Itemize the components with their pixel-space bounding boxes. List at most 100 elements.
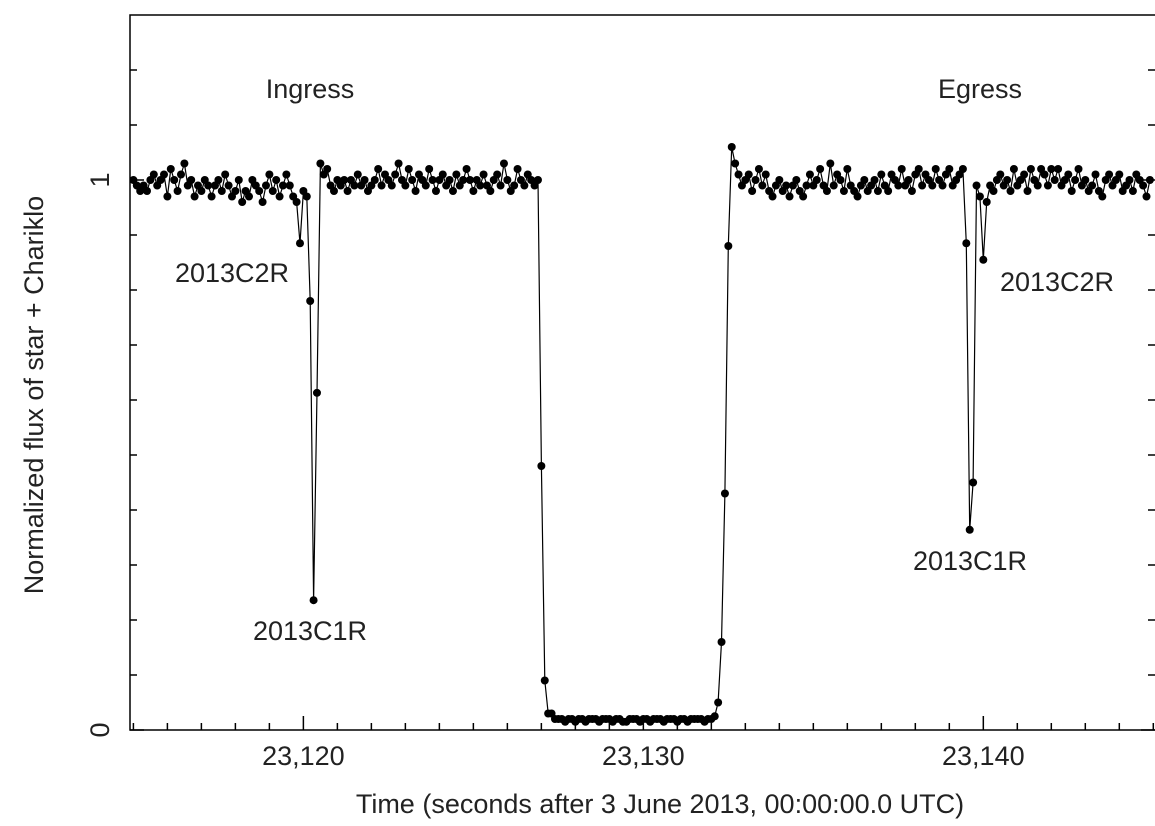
flux-point bbox=[836, 176, 845, 184]
flux-point bbox=[540, 676, 549, 685]
annotation: 2013C2R bbox=[175, 258, 289, 288]
flux-point bbox=[255, 187, 264, 195]
flux-point bbox=[387, 181, 396, 190]
flux-point bbox=[720, 489, 729, 498]
flux-point bbox=[775, 176, 784, 184]
flux-point bbox=[1050, 176, 1059, 184]
flux-point bbox=[353, 170, 362, 179]
flux-point bbox=[513, 165, 522, 173]
flux-point bbox=[486, 187, 495, 195]
flux-point bbox=[231, 187, 240, 195]
annotation: Egress bbox=[938, 74, 1022, 104]
flux-point bbox=[207, 192, 216, 201]
flux-point bbox=[163, 192, 172, 201]
flux-point bbox=[510, 181, 519, 190]
annotation: 2013C2R bbox=[1000, 267, 1114, 297]
flux-point bbox=[459, 176, 468, 184]
flux-point bbox=[884, 187, 893, 195]
flux-point bbox=[448, 187, 457, 195]
flux-point bbox=[785, 192, 794, 201]
flux-point bbox=[238, 198, 247, 206]
flux-point bbox=[816, 165, 825, 173]
flux-point bbox=[465, 176, 474, 184]
flux-point bbox=[221, 170, 230, 179]
flux-point bbox=[159, 170, 168, 179]
flux-point bbox=[309, 596, 318, 605]
flux-point bbox=[714, 698, 723, 707]
flux-point bbox=[224, 181, 233, 190]
flux-point bbox=[938, 181, 947, 190]
flux-point bbox=[928, 181, 937, 190]
flux-point bbox=[1064, 170, 1073, 179]
flux-point bbox=[394, 159, 403, 168]
flux-point bbox=[724, 242, 733, 250]
flux-point bbox=[907, 187, 916, 195]
flux-point bbox=[870, 176, 879, 184]
flux-point bbox=[265, 170, 274, 179]
flux-point bbox=[306, 297, 315, 305]
x-axis-label: Time (seconds after 3 June 2013, 00:00:0… bbox=[356, 789, 964, 819]
flux-point bbox=[734, 170, 743, 179]
flux-point bbox=[360, 176, 369, 184]
flux-point bbox=[197, 187, 206, 195]
flux-point bbox=[499, 159, 508, 168]
flux-point bbox=[323, 165, 332, 173]
annotation: Ingress bbox=[266, 74, 355, 104]
flux-point bbox=[1006, 187, 1015, 195]
flux-point bbox=[401, 181, 410, 190]
flux-point bbox=[428, 176, 437, 184]
plot-area bbox=[130, 143, 1154, 726]
flux-point bbox=[989, 187, 998, 195]
flux-point bbox=[142, 187, 151, 195]
flux-point bbox=[972, 181, 981, 190]
flux-point bbox=[969, 478, 978, 487]
flux-point bbox=[1142, 192, 1151, 201]
flux-point bbox=[839, 187, 848, 195]
y-axis-label: Normalized flux of star + Chariklo bbox=[19, 196, 49, 594]
flux-point bbox=[802, 181, 811, 190]
flux-point bbox=[1009, 165, 1018, 173]
annotation: 2013C1R bbox=[253, 616, 367, 646]
flux-point bbox=[1067, 187, 1076, 195]
flux-point bbox=[533, 176, 542, 184]
flux-point bbox=[782, 181, 791, 190]
flux-point bbox=[329, 187, 338, 195]
flux-point bbox=[282, 170, 291, 179]
x-tick-label: 23,120 bbox=[262, 741, 345, 771]
flux-point bbox=[897, 165, 906, 173]
flux-point bbox=[520, 181, 529, 190]
flux-point bbox=[918, 181, 927, 190]
flux-point bbox=[914, 165, 923, 173]
flux-point bbox=[727, 143, 736, 151]
flux-point bbox=[173, 187, 182, 195]
flux-point bbox=[758, 181, 767, 190]
flux-point bbox=[843, 165, 852, 173]
flux-point bbox=[904, 176, 913, 184]
flux-point bbox=[1139, 181, 1148, 190]
flux-point bbox=[421, 181, 430, 190]
flux-point bbox=[1026, 165, 1035, 173]
flux-point bbox=[975, 192, 984, 201]
flux-point bbox=[340, 176, 349, 184]
flux-point bbox=[744, 170, 753, 179]
flux-point bbox=[958, 165, 967, 173]
flux-point bbox=[982, 198, 991, 206]
flux-point bbox=[877, 170, 886, 179]
flux-point bbox=[754, 165, 763, 173]
flux-point bbox=[244, 192, 253, 201]
flux-point bbox=[710, 712, 719, 721]
flux-point bbox=[493, 170, 502, 179]
flux-point bbox=[1040, 170, 1049, 179]
flux-point bbox=[190, 192, 199, 201]
flux-point bbox=[302, 192, 311, 201]
flux-point bbox=[1081, 176, 1090, 184]
flux-point bbox=[258, 198, 267, 206]
flux-point bbox=[425, 165, 434, 173]
flux-point bbox=[1003, 176, 1012, 184]
flux-point bbox=[1074, 165, 1083, 173]
flux-point bbox=[853, 192, 862, 201]
flux-point bbox=[945, 165, 954, 173]
flux-point bbox=[377, 181, 386, 190]
flux-point bbox=[275, 192, 284, 201]
flux-point bbox=[1115, 170, 1124, 179]
